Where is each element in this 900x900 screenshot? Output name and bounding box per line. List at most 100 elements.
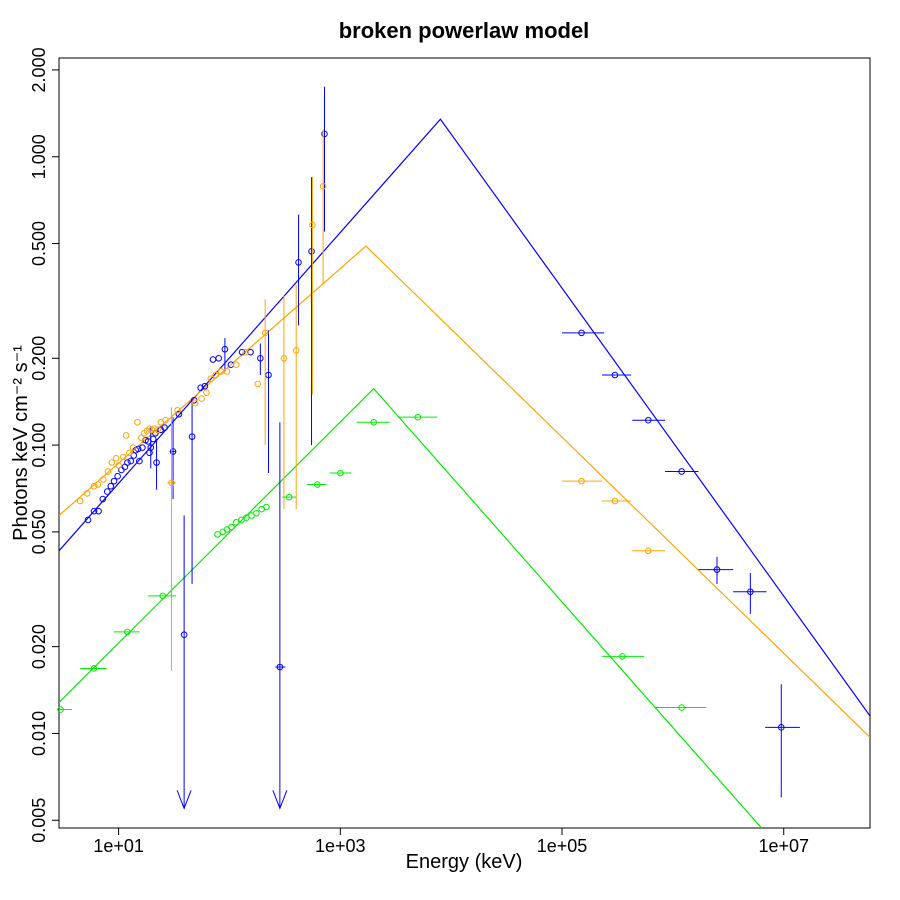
data-marker xyxy=(619,653,626,660)
data-point-blue xyxy=(152,429,159,437)
data-point-orange xyxy=(174,407,181,414)
data-marker xyxy=(197,384,204,392)
data-marker xyxy=(168,479,175,487)
data-point-orange xyxy=(119,453,127,461)
data-marker xyxy=(100,476,107,483)
data-marker xyxy=(232,361,240,369)
data-marker xyxy=(57,706,64,713)
data-marker xyxy=(99,495,107,503)
data-point-blue xyxy=(215,354,223,362)
model-line-green xyxy=(59,387,762,828)
data-marker xyxy=(221,345,229,353)
data-point-blue xyxy=(247,348,254,356)
data-point-orange xyxy=(76,497,84,505)
data-point-orange xyxy=(309,177,316,395)
data-point-blue xyxy=(161,424,168,431)
data-marker xyxy=(212,371,219,379)
data-marker xyxy=(257,354,264,362)
data-marker xyxy=(261,329,269,337)
data-marker xyxy=(107,482,115,490)
data-point-orange xyxy=(319,128,327,285)
x-tick-label: 1e+07 xyxy=(758,836,809,856)
model-lines xyxy=(59,118,870,828)
data-point-blue xyxy=(602,371,632,379)
data-marker xyxy=(280,354,288,362)
data-point-blue xyxy=(238,348,246,356)
data-point-orange xyxy=(632,547,666,555)
data-marker xyxy=(127,457,135,465)
data-marker xyxy=(678,468,685,475)
data-point-orange xyxy=(242,348,249,356)
data-marker xyxy=(161,424,168,431)
data-point-blue xyxy=(136,457,143,465)
data-marker xyxy=(129,444,137,451)
y-axis-label: Photons keV cm⁻² s⁻¹ xyxy=(10,345,32,541)
data-marker xyxy=(152,429,159,437)
data-marker xyxy=(292,347,300,354)
data-marker xyxy=(108,459,116,466)
data-point-blue xyxy=(188,402,196,584)
data-point-blue xyxy=(665,468,699,475)
data-point-blue xyxy=(124,459,131,466)
y-tick-label: 0.100 xyxy=(29,423,49,468)
data-point-blue xyxy=(308,177,315,446)
data-marker xyxy=(146,449,153,457)
data-point-orange xyxy=(223,368,231,375)
data-point-green xyxy=(282,493,297,501)
data-marker xyxy=(414,413,422,421)
data-point-orange xyxy=(94,481,102,488)
data-point-orange xyxy=(602,497,632,505)
data-marker xyxy=(126,449,133,457)
data-marker xyxy=(124,459,131,466)
data-marker xyxy=(169,448,177,455)
data-point-green xyxy=(80,665,107,672)
data-point-blue xyxy=(733,573,767,614)
data-marker xyxy=(578,329,585,337)
data-point-blue xyxy=(149,435,157,443)
data-marker xyxy=(162,416,169,424)
data-point-green xyxy=(57,706,73,713)
data-point-orange xyxy=(129,444,137,451)
data-point-orange xyxy=(292,284,300,510)
x-axis-label: Energy (keV) xyxy=(406,851,523,873)
data-marker xyxy=(110,477,118,485)
data-point-green xyxy=(602,653,645,660)
y-tick-label: 0.500 xyxy=(29,221,49,266)
data-marker xyxy=(134,418,141,426)
data-point-orange xyxy=(203,389,210,396)
data-point-orange xyxy=(122,432,130,439)
data-marker xyxy=(253,510,260,517)
data-point-blue xyxy=(197,384,204,392)
data-marker xyxy=(215,354,223,362)
data-point-blue xyxy=(209,356,217,363)
data-marker xyxy=(147,444,155,451)
upper-limit-arrow xyxy=(272,790,288,810)
data-marker xyxy=(223,368,231,375)
data-marker xyxy=(124,628,131,636)
data-point-orange xyxy=(232,361,240,369)
data-points xyxy=(57,86,800,810)
x-tick-label: 1e+01 xyxy=(93,836,144,856)
y-axis-ticks: 0.005 0.010 0.020 0.050 0.100 0.200 0.500 1.000… xyxy=(29,47,59,843)
data-marker xyxy=(209,356,217,363)
data-marker xyxy=(159,592,167,600)
data-marker xyxy=(207,375,215,382)
data-marker xyxy=(370,418,377,426)
data-marker xyxy=(337,469,344,477)
data-point-blue xyxy=(765,684,800,798)
data-point-blue xyxy=(110,477,118,485)
data-marker xyxy=(136,457,143,465)
data-marker xyxy=(319,182,327,190)
data-marker xyxy=(265,371,272,379)
data-marker xyxy=(201,382,209,390)
data-marker xyxy=(153,459,160,466)
data-point-orange xyxy=(212,371,219,379)
data-point-blue xyxy=(176,515,192,810)
upper-limit-arrow xyxy=(176,790,192,810)
data-point-blue xyxy=(562,329,605,337)
data-marker xyxy=(180,631,188,639)
data-point-green xyxy=(356,418,390,426)
data-point-orange xyxy=(254,380,262,388)
data-point-blue xyxy=(221,338,229,372)
